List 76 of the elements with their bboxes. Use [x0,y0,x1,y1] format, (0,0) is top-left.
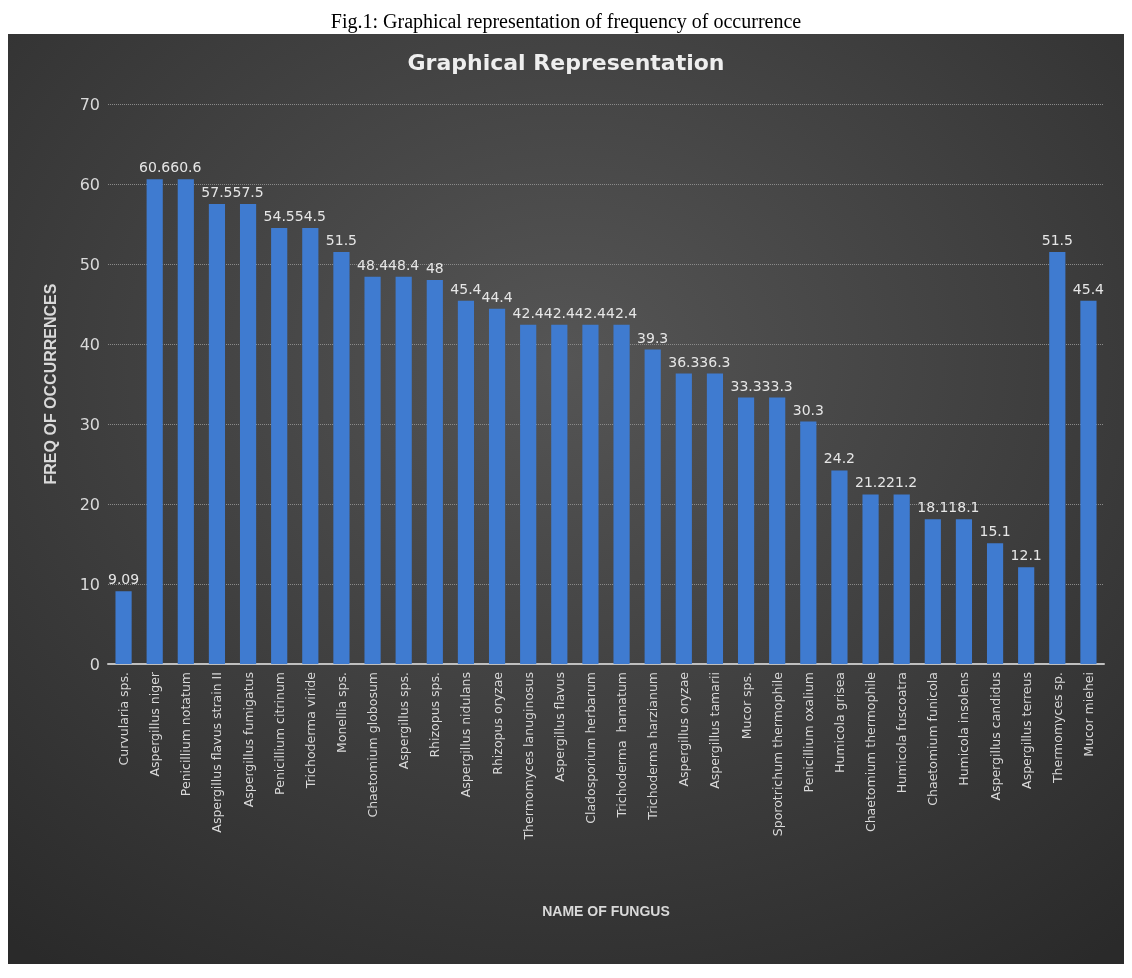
data-label: 18.1 [948,499,980,516]
data-label: 48.4 [356,256,389,273]
data-label: 54.5 [263,208,295,224]
x-tick-label: Humicola fuscoatra [894,672,910,794]
x-axis-title: NAME OF FUNGUS [542,903,670,919]
x-tick-label: Rhizopus sps. [427,672,443,758]
chart-title: Graphical Representation [407,49,725,75]
y-tick-label: 40 [79,334,100,354]
x-tick-label: Aspergillus fumigatus [240,672,256,808]
data-label: 45.4 [450,280,482,297]
data-label: 36.3 [699,353,731,370]
x-tick-label: Trichoderma harzianum [645,672,661,821]
caption: Fig.1: Graphical representation of frequency of occurrence [329,9,803,34]
x-tick-label: Aspergillus terreus [1018,672,1034,789]
y-tick-label: 10 [79,574,100,594]
x-tick-label: Aspergillus nidulans [458,672,474,798]
data-label: 42.4 [605,304,638,321]
x-tick-label: Penicillium citrinum [271,672,287,795]
x-tick-label: Aspergillus tamarii [707,672,723,789]
data-label: 33.3 [730,377,762,394]
data-label: 15.1 [979,523,1011,540]
data-label: 42.4 [543,304,575,321]
x-tick-label: Curvularia sps. [116,672,132,766]
x-tick-label: Trichoderma viride [302,671,318,790]
x-tick-label: Aspergillus flavus strain II [209,672,225,833]
data-label: 51.5 [1041,232,1073,248]
data-label: 60.6 [139,159,171,176]
data-label: 45.4 [1072,280,1105,297]
data-label: 12.1 [1010,547,1042,564]
x-tick-label: Thermomyces sp. [1049,672,1065,785]
data-label: 54.5 [294,208,326,224]
data-label: 60.6 [170,159,202,176]
data-label: 57.5 [201,184,233,200]
x-tick-label: Humicola insolens [956,672,972,786]
data-label: 21.2 [886,474,918,491]
x-tick-label: Aspergillus flavus [551,672,567,782]
data-label: 57.5 [232,184,264,200]
data-label: 18.1 [917,499,949,516]
x-tick-label: Penicillium notatum [178,672,194,797]
x-tick-label: Mucor sps. [738,672,754,740]
data-label: 30.3 [792,401,824,418]
y-tick-label: 20 [79,494,100,514]
data-label: 48 [425,260,444,276]
data-label: 42.4 [512,304,544,321]
y-tick-label: 60 [79,174,100,194]
x-tick-label: Aspergillus candidus [987,672,1003,801]
y-tick-label: 50 [79,254,100,274]
x-tick-label: Cladosporium herbarum [582,672,598,824]
x-tick-label: Chaetomium globosum [365,672,381,818]
x-tick-label: Aspergillus oryzae [676,671,692,787]
x-tick-label: Penicillium oxalium [800,672,816,793]
data-label: 9.09 [107,571,140,588]
y-tick-label: 30 [79,414,100,434]
data-label: 39.3 [637,329,669,346]
data-label: 24.2 [823,450,856,467]
x-tick-label: Trichoderma hamatum [614,672,630,819]
x-tick-label: Chaetomium funicola [925,672,941,806]
data-label: 42.4 [574,304,607,321]
data-label: 33.3 [761,377,793,394]
data-label: 51.5 [325,232,358,248]
x-tick-label: Mucor miehei [1080,672,1096,757]
y-tick-label: 70 [79,94,100,114]
x-tick-label: Aspergillus niger [147,671,163,777]
data-label: 36.3 [668,353,700,370]
x-tick-label: Chaetomium thermophile [863,671,879,833]
x-tick-label: Thermomyces lanuginosus [520,672,536,841]
data-label: 21.2 [854,474,887,491]
x-tick-label: Humicola grisea [831,672,847,774]
x-tick-label: Sporotrichum thermophile [769,671,785,837]
data-label: 48.4 [388,256,420,273]
y-tick-label: 0 [89,654,100,674]
x-tick-label: Monellia sps. [333,672,349,754]
data-label: 44.4 [481,288,513,305]
y-axis-title: FREQ OF OCCURRENCES [41,283,59,485]
x-tick-label: Aspergillus sps. [396,672,412,770]
x-tick-label: Rhizopus oryzae [489,671,505,775]
